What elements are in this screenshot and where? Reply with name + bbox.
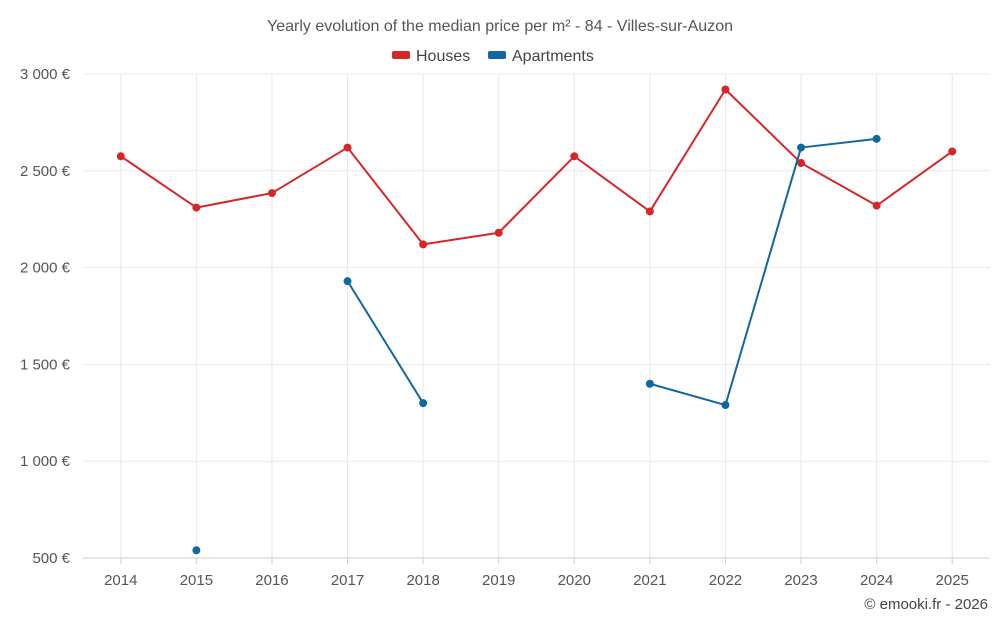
x-tick-label: 2025 xyxy=(936,572,969,589)
houses-point-2021[interactable] xyxy=(645,207,654,216)
apartments-point-2024[interactable] xyxy=(872,134,881,143)
houses-point-2025[interactable] xyxy=(948,147,957,156)
houses-point-2022[interactable] xyxy=(721,85,730,94)
legend: Houses Apartments xyxy=(392,48,594,65)
apartments-point-2022[interactable] xyxy=(721,401,730,410)
x-tick-label: 2022 xyxy=(709,572,742,589)
credit-text: © emooki.fr - 2026 xyxy=(864,596,988,613)
apartments-point-2021[interactable] xyxy=(645,379,654,388)
x-tick-label: 2021 xyxy=(633,572,666,589)
houses-point-2019[interactable] xyxy=(494,228,503,237)
y-tick-label: 500 € xyxy=(32,550,70,567)
y-tick-label: 1 000 € xyxy=(20,453,71,470)
y-axis: 500 € 1 000 € 1 500 € 2 000 € 2 500 € 3 000 € xyxy=(20,66,71,567)
x-tick-label: 2023 xyxy=(784,572,817,589)
x-tick-label: 2024 xyxy=(860,572,893,589)
series-apartments xyxy=(192,134,881,555)
x-tick-label: 2017 xyxy=(331,572,364,589)
apartments-point-2023[interactable] xyxy=(797,143,806,152)
houses-line-segment xyxy=(120,88,953,246)
y-tick-label: 1 500 € xyxy=(20,356,71,373)
legend-swatch-apartments xyxy=(488,51,506,59)
y-tick-label: 3 000 € xyxy=(20,66,71,83)
series-layer xyxy=(116,85,957,555)
apartments-point-2015[interactable] xyxy=(192,546,201,555)
houses-point-2015[interactable] xyxy=(192,203,201,212)
apartments-line-segment xyxy=(649,137,877,407)
apartments-point-2017[interactable] xyxy=(343,277,352,286)
legend-swatch-houses xyxy=(392,51,410,59)
houses-point-2014[interactable] xyxy=(116,152,125,161)
houses-point-2016[interactable] xyxy=(267,189,276,198)
houses-point-2018[interactable] xyxy=(419,240,428,249)
x-tick-label: 2015 xyxy=(180,572,213,589)
x-tick-label: 2019 xyxy=(482,572,515,589)
x-tick-label: 2014 xyxy=(104,572,137,589)
y-tick-label: 2 000 € xyxy=(20,260,71,277)
apartments-point-2018[interactable] xyxy=(419,399,428,408)
houses-point-2024[interactable] xyxy=(872,201,881,210)
houses-point-2023[interactable] xyxy=(797,159,806,168)
x-tick-label: 2018 xyxy=(406,572,439,589)
legend-label-apartments[interactable]: Apartments xyxy=(512,48,594,65)
houses-point-2020[interactable] xyxy=(570,152,579,161)
x-axis: 2014 2015 2016 2017 2018 2019 2020 2021 2022 2023… xyxy=(83,557,990,589)
series-houses xyxy=(116,85,957,249)
houses-point-2017[interactable] xyxy=(343,143,352,152)
x-tick-label: 2020 xyxy=(558,572,591,589)
grid xyxy=(83,73,990,559)
legend-label-houses[interactable]: Houses xyxy=(416,48,470,65)
y-tick-label: 2 500 € xyxy=(20,163,71,180)
x-tick-label: 2016 xyxy=(255,572,288,589)
apartments-line-segment xyxy=(346,280,424,404)
chart-title: Yearly evolution of the median price per… xyxy=(267,18,733,35)
